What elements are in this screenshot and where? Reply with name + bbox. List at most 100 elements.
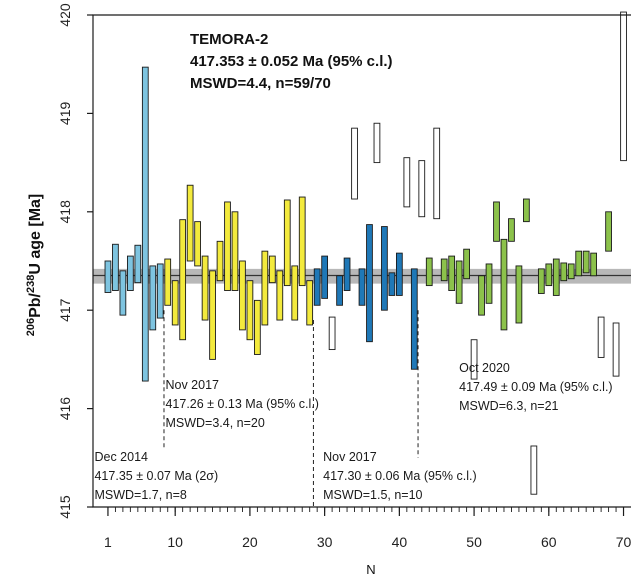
title-line-2: 417.353 ± 0.052 Ma (95% c.l.)	[190, 53, 393, 70]
y-tick-label-419: 419	[57, 102, 73, 126]
error-bar-66	[590, 252, 598, 277]
y-tick-label-416: 416	[57, 397, 73, 421]
error-bars-layer	[104, 11, 627, 495]
error-bar-18	[231, 211, 239, 291]
title-line-3: MSWD=4.4, n=59/70	[190, 75, 331, 92]
error-bar-64	[575, 250, 583, 277]
error-bar-45	[433, 127, 441, 220]
y-axis-title-rest: U age [Ma]	[27, 194, 44, 275]
error-bar-6	[141, 66, 149, 382]
error-bar-13	[194, 221, 201, 267]
error-bar-16	[216, 240, 224, 282]
error-bar-60	[545, 263, 553, 287]
y-tick-label-415: 415	[57, 495, 73, 519]
annotation-1-line-2: 417.35 ± 0.07 Ma (2σ)	[94, 469, 218, 483]
error-bar-55	[508, 218, 515, 242]
x-tick-label-50: 50	[466, 534, 482, 550]
error-bar-36	[366, 224, 373, 343]
plot-frame	[92, 14, 631, 508]
error-bar-53	[493, 201, 500, 242]
error-bar-50	[470, 339, 478, 380]
error-bar-21	[254, 299, 261, 355]
axes-layer: 415 416 417 418 419 420 1 10 20 30 40 50 60 70	[57, 3, 632, 550]
annotation-4-line-1: Oct 2020	[459, 361, 510, 375]
error-bar-39	[388, 272, 396, 296]
error-bar-26	[291, 265, 299, 321]
error-bar-63	[567, 263, 575, 280]
error-bar-61	[552, 258, 560, 296]
y-tick-label-420: 420	[57, 3, 73, 27]
error-bar-28	[306, 280, 314, 326]
error-bar-12	[186, 184, 194, 262]
annotation-1-line-1: Dec 2014	[94, 450, 148, 464]
error-bar-32	[336, 275, 343, 306]
error-bar-11	[179, 219, 187, 341]
error-bar-33	[343, 257, 351, 291]
error-bar-44	[425, 257, 433, 287]
annotation-4-line-2: 417.49 ± 0.09 Ma (95% c.l.)	[459, 380, 612, 394]
error-bar-70	[620, 11, 627, 162]
error-bar-24	[276, 270, 284, 321]
error-bar-51	[478, 275, 485, 316]
title-line-1: TEMORA-2	[190, 31, 268, 48]
y-axis-title-pb: Pb/	[27, 292, 44, 317]
error-bar-48	[455, 260, 463, 304]
error-bar-69	[612, 322, 620, 377]
x-tick-label-1: 1	[104, 534, 112, 550]
error-bar-3	[119, 270, 127, 316]
annotations-layer: Dec 2014 417.35 ± 0.07 Ma (2σ) MSWD=1.7, n…	[94, 361, 612, 502]
error-bar-9	[164, 258, 172, 306]
error-bar-8	[156, 263, 164, 319]
error-bar-38	[381, 226, 388, 311]
error-bar-22	[261, 250, 269, 326]
annotation-2-line-2: 417.26 ± 0.13 Ma (95% c.l.)	[165, 397, 318, 411]
error-bar-5	[134, 244, 142, 284]
error-bar-43	[418, 160, 426, 218]
error-bar-47	[448, 255, 456, 291]
session-divider-layer	[163, 310, 419, 507]
error-bar-42	[410, 268, 418, 370]
error-bar-14	[201, 255, 209, 321]
error-bar-15	[209, 270, 216, 360]
error-bar-29	[313, 268, 321, 306]
error-bar-68	[605, 211, 612, 252]
error-bar-56	[515, 265, 523, 324]
error-bar-17	[224, 201, 231, 291]
error-bar-58	[530, 445, 538, 495]
y-tick-label-418: 418	[57, 200, 73, 224]
error-bar-1	[104, 260, 112, 293]
error-bar-35	[358, 268, 366, 306]
y-axis-title-sup1: 206	[25, 318, 37, 336]
error-bar-49	[463, 248, 470, 280]
error-bar-59	[537, 268, 545, 294]
error-bar-30	[321, 255, 329, 299]
error-bar-46	[440, 258, 448, 282]
y-tick-label-417: 417	[57, 298, 73, 322]
error-bar-2	[112, 243, 119, 291]
error-bar-20	[246, 280, 254, 341]
x-tick-label-30: 30	[317, 534, 333, 550]
error-bar-62	[560, 262, 568, 282]
x-tick-label-20: 20	[242, 534, 258, 550]
error-bar-34	[351, 127, 358, 200]
x-tick-label-40: 40	[392, 534, 408, 550]
error-bar-10	[171, 280, 179, 326]
x-tick-label-70: 70	[616, 534, 632, 550]
error-bar-19	[239, 260, 246, 331]
annotation-4-line-3: MSWD=6.3, n=21	[459, 399, 558, 413]
error-bar-54	[500, 238, 508, 331]
annotation-2-line-3: MSWD=3.4, n=20	[165, 416, 264, 430]
x-tick-label-60: 60	[541, 534, 557, 550]
x-axis-title: N	[366, 562, 375, 577]
error-bar-65	[582, 250, 590, 274]
annotation-3-line-3: MSWD=1.5, n=10	[323, 488, 422, 502]
error-bar-7	[149, 265, 157, 331]
y-axis-title-sup2: 238	[25, 275, 37, 293]
error-bar-27	[298, 196, 306, 287]
x-tick-label-10: 10	[167, 534, 183, 550]
error-bar-4	[126, 255, 134, 291]
error-bar-41	[403, 157, 411, 208]
error-bar-25	[283, 199, 291, 287]
error-bar-52	[485, 263, 493, 304]
